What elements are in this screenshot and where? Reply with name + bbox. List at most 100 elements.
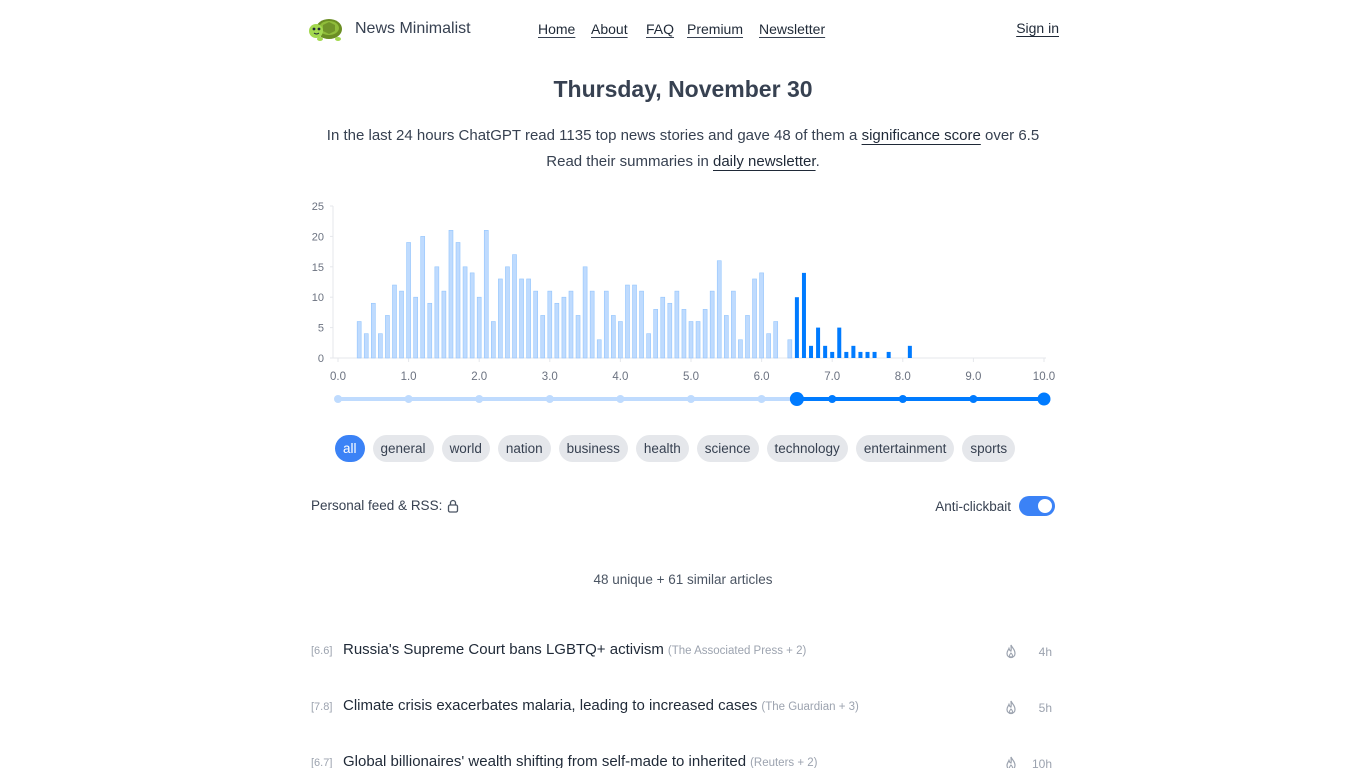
histogram-bar[interactable]: [568, 290, 574, 359]
histogram-bar[interactable]: [399, 290, 404, 359]
histogram-bar[interactable]: [363, 333, 369, 359]
histogram-bar[interactable]: [554, 302, 560, 359]
histogram-bar[interactable]: [865, 351, 870, 358]
histogram-bar[interactable]: [505, 266, 510, 359]
histogram-bar[interactable]: [886, 351, 891, 358]
histogram-bar[interactable]: [695, 321, 701, 359]
histogram-bar[interactable]: [723, 315, 729, 359]
histogram-bar[interactable]: [872, 351, 877, 358]
histogram-bar[interactable]: [356, 321, 362, 359]
histogram-bar[interactable]: [787, 339, 793, 359]
histogram-bar[interactable]: [385, 315, 390, 359]
histogram-bar[interactable]: [498, 278, 503, 359]
category-chip-entertainment[interactable]: entertainment: [855, 435, 955, 462]
histogram-bar[interactable]: [809, 345, 814, 358]
histogram-bar[interactable]: [378, 333, 383, 359]
category-chip-sports[interactable]: sports: [962, 435, 1016, 462]
histogram-bar[interactable]: [427, 302, 433, 359]
histogram-bar[interactable]: [660, 296, 666, 359]
histogram-bar[interactable]: [759, 272, 764, 359]
histogram-bar[interactable]: [618, 321, 623, 359]
histogram-bar[interactable]: [533, 290, 538, 359]
histogram-bar[interactable]: [519, 278, 524, 359]
histogram-bar[interactable]: [731, 290, 736, 359]
histogram-bar[interactable]: [830, 351, 835, 358]
personal-feed[interactable]: Personal feed & RSS:: [311, 498, 459, 513]
histogram-bar[interactable]: [462, 266, 468, 359]
category-chip-science[interactable]: science: [696, 435, 759, 462]
histogram-bar[interactable]: [837, 327, 842, 358]
histogram-bar[interactable]: [575, 315, 581, 359]
histogram-bar[interactable]: [441, 290, 447, 359]
histogram-bar[interactable]: [646, 333, 651, 359]
histogram-bar[interactable]: [469, 272, 475, 359]
histogram-bar[interactable]: [851, 345, 856, 358]
significance-score-link[interactable]: significance score: [861, 127, 981, 144]
histogram-bar[interactable]: [844, 351, 849, 358]
histogram-bar[interactable]: [491, 321, 496, 359]
article-title[interactable]: Russia's Supreme Court bans LGBTQ+ activ…: [343, 641, 664, 658]
fire-icon[interactable]: [1004, 700, 1018, 716]
histogram-bar[interactable]: [434, 266, 440, 359]
nav-newsletter-link[interactable]: Newsletter: [759, 21, 826, 37]
histogram-bar[interactable]: [611, 315, 616, 359]
histogram-bar[interactable]: [801, 272, 806, 358]
category-chip-all[interactable]: all: [335, 435, 365, 462]
histogram-bar[interactable]: [603, 290, 609, 359]
article-row[interactable]: [6.6] Russia's Supreme Court bans LGBTQ+ …: [311, 640, 1056, 664]
histogram-bar[interactable]: [561, 296, 567, 359]
histogram-bar[interactable]: [371, 302, 376, 359]
histogram-bar[interactable]: [420, 236, 426, 359]
brand-name[interactable]: News Minimalist: [355, 20, 471, 37]
histogram-bar[interactable]: [582, 266, 588, 359]
histogram-bar[interactable]: [448, 230, 454, 359]
nav-home-link[interactable]: Home: [538, 21, 576, 37]
nav-about-link[interactable]: About: [591, 21, 628, 37]
daily-newsletter-link[interactable]: daily newsletter: [713, 153, 816, 170]
histogram-bar[interactable]: [392, 284, 397, 359]
histogram-bar[interactable]: [716, 260, 722, 359]
histogram-bar[interactable]: [702, 309, 708, 359]
turtle-icon[interactable]: [308, 12, 346, 44]
histogram-bar[interactable]: [625, 284, 630, 359]
category-chip-health[interactable]: health: [635, 435, 689, 462]
histogram-bar[interactable]: [512, 254, 517, 359]
histogram-bar[interactable]: [794, 297, 799, 358]
histogram-bar[interactable]: [547, 290, 553, 359]
article-title[interactable]: Climate crisis exacerbates malaria, lead…: [343, 697, 758, 714]
lock-icon[interactable]: [447, 499, 459, 513]
histogram-bar[interactable]: [589, 290, 595, 359]
category-chip-business[interactable]: business: [558, 435, 628, 462]
article-row[interactable]: [6.7] Global billionaires' wealth shiftin…: [311, 752, 1056, 768]
fire-icon[interactable]: [1004, 644, 1018, 660]
anti-clickbait-toggle[interactable]: [1019, 496, 1055, 516]
histogram-bar[interactable]: [483, 230, 489, 359]
slider-max-handle[interactable]: [1037, 392, 1051, 406]
category-chip-general[interactable]: general: [372, 435, 434, 462]
histogram-bar[interactable]: [526, 278, 531, 359]
article-title[interactable]: Global billionaires' wealth shifting fro…: [343, 753, 747, 768]
histogram-bar[interactable]: [540, 315, 546, 359]
histogram-bar[interactable]: [476, 296, 482, 359]
histogram-bar[interactable]: [738, 339, 743, 359]
nav-premium-link[interactable]: Premium: [687, 21, 744, 37]
histogram-bar[interactable]: [406, 242, 411, 359]
category-chip-world[interactable]: world: [441, 435, 490, 462]
histogram-bar[interactable]: [745, 315, 750, 359]
article-row[interactable]: [7.8] Climate crisis exacerbates malaria,…: [311, 696, 1056, 720]
category-chip-technology[interactable]: technology: [766, 435, 848, 462]
slider-handle[interactable]: [789, 392, 804, 406]
histogram-bar[interactable]: [681, 309, 687, 359]
score-histogram[interactable]: 0 5 10 15 20 25 0.0 1.0 2.0 3.0 4.0 5.0 6.0 7.0 8.0 9.0…: [300, 196, 1070, 416]
histogram-bar[interactable]: [773, 321, 779, 359]
histogram-bar[interactable]: [709, 290, 715, 359]
fire-icon[interactable]: [1004, 756, 1018, 768]
histogram-bar[interactable]: [455, 242, 461, 359]
histogram-bar[interactable]: [752, 278, 757, 359]
histogram-bar[interactable]: [674, 290, 680, 359]
histogram-bar[interactable]: [816, 327, 821, 358]
histogram-bar[interactable]: [823, 345, 828, 358]
histogram-bar[interactable]: [639, 290, 644, 359]
nav-faq-link[interactable]: FAQ: [646, 21, 675, 37]
histogram-bar[interactable]: [688, 321, 694, 359]
